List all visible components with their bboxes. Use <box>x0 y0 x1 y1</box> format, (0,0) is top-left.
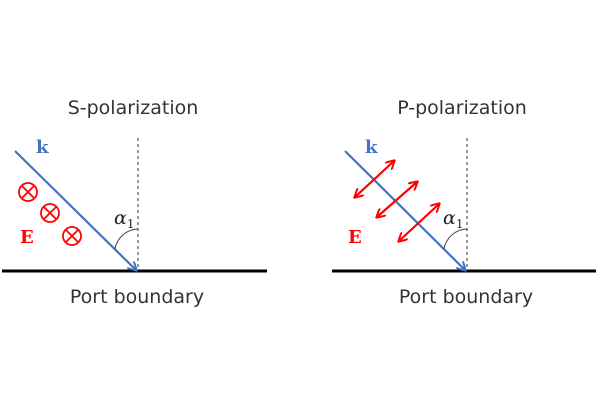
field-into-page-icons <box>18 182 82 246</box>
s-polarization-panel: S-polarization k α1 E Port boundary <box>2 97 267 308</box>
boundary-label: Port boundary <box>399 286 533 308</box>
cross-circle-icon <box>18 182 38 202</box>
double-arrow-icon <box>377 182 417 217</box>
field-double-arrows <box>355 161 439 241</box>
angle-arc <box>443 228 468 250</box>
double-arrow-icon <box>399 204 439 241</box>
panel-title: S-polarization <box>68 97 199 119</box>
angle-arc <box>114 228 139 250</box>
cross-circle-icon <box>40 203 60 223</box>
wave-vector-arrow <box>14 150 136 270</box>
angle-label: α1 <box>114 207 134 231</box>
panel-title: P-polarization <box>397 97 527 119</box>
wave-vector-label: k <box>36 137 49 158</box>
wave-vector-label: k <box>365 137 378 158</box>
cross-circle-icon <box>62 226 82 246</box>
field-label: E <box>20 227 34 248</box>
boundary-label: Port boundary <box>70 286 204 308</box>
field-label: E <box>348 227 362 248</box>
double-arrow-icon <box>355 161 394 197</box>
angle-label: α1 <box>443 207 463 231</box>
p-polarization-panel: P-polarization k α1 E Port boundary <box>332 97 596 308</box>
